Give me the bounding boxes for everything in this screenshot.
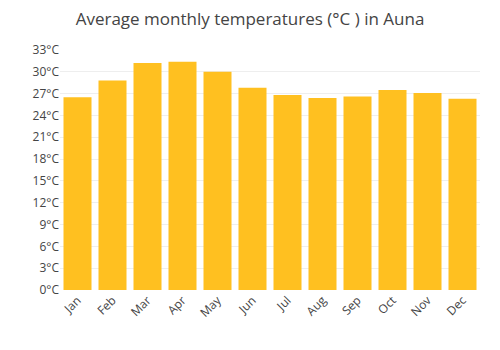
svg-text:33°C: 33°C [33, 41, 60, 58]
svg-text:18°C: 18°C [33, 150, 60, 167]
svg-text:3°C: 3°C [39, 259, 59, 276]
svg-text:27°C: 27°C [33, 85, 60, 102]
svg-text:Aug: Aug [302, 292, 330, 320]
svg-text:Nov: Nov [407, 292, 435, 320]
svg-text:Feb: Feb [93, 292, 119, 318]
svg-text:12°C: 12°C [33, 194, 60, 211]
svg-text:30°C: 30°C [33, 63, 60, 80]
svg-text:Jan: Jan [60, 292, 85, 317]
svg-text:21°C: 21°C [33, 128, 60, 145]
svg-text:Apr: Apr [164, 292, 190, 318]
svg-text:Jun: Jun [234, 292, 259, 317]
svg-text:May: May [196, 291, 225, 320]
svg-text:Dec: Dec [443, 292, 470, 319]
svg-text:Sep: Sep [338, 292, 365, 319]
svg-text:Oct: Oct [374, 292, 400, 318]
svg-text:9°C: 9°C [39, 216, 59, 233]
svg-text:Average monthly temperatures (: Average monthly temperatures (°C ) in Au… [76, 7, 425, 30]
svg-text:Jul: Jul [272, 292, 294, 314]
svg-text:0°C: 0°C [39, 281, 59, 298]
svg-text:6°C: 6°C [39, 238, 59, 255]
svg-text:15°C: 15°C [33, 172, 60, 189]
svg-text:24°C: 24°C [33, 107, 60, 124]
svg-text:Mar: Mar [127, 292, 155, 320]
